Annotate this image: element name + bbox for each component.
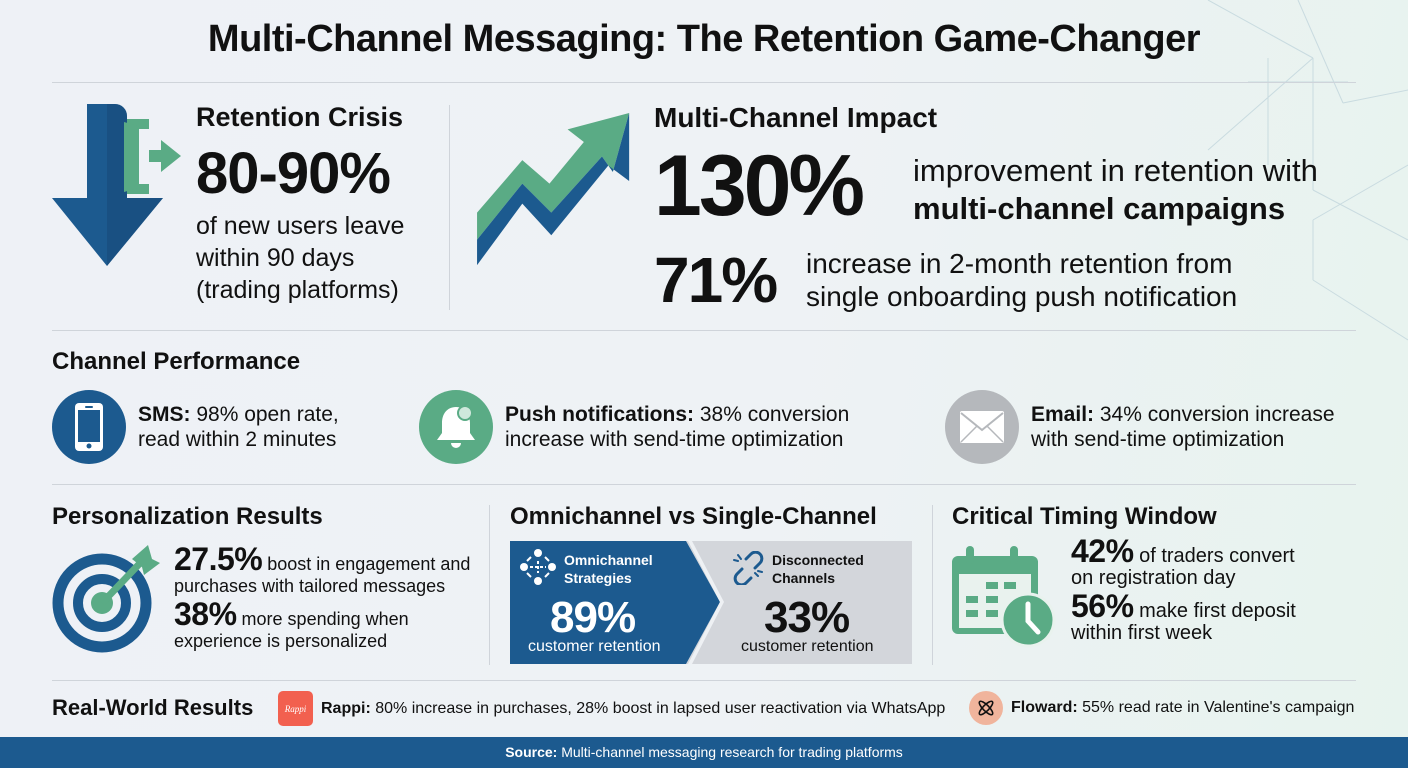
single-channel-value: 33% (764, 593, 850, 642)
channel-sms-text: SMS: 98% open rate, read within 2 minute… (138, 402, 339, 452)
stat-text: of traders convert (1133, 545, 1295, 567)
channel-label: Push notifications: (505, 403, 694, 426)
network-nodes-icon (520, 549, 556, 585)
smartphone-icon (52, 390, 126, 464)
result-text: 55% read rate in Valentine's campaign (1077, 699, 1355, 716)
omni-comparison-panel: Omnichannel Strategies 89% customer rete… (510, 541, 912, 664)
multi-channel-impact-title: Multi-Channel Impact (654, 102, 938, 133)
source-footer: Source: Multi-channel messaging research… (0, 737, 1408, 768)
channel-label: SMS: (138, 403, 191, 426)
timing-stats: 42% of traders convert on registration d… (1071, 535, 1296, 644)
stat-text: boost in engagement and (262, 554, 471, 574)
trending-up-arrow-icon (477, 113, 630, 266)
personalization-title: Personalization Results (52, 503, 323, 530)
channel-push: Push notifications: 38% conversion incre… (419, 390, 849, 464)
stat-text: more spending when (236, 609, 409, 629)
real-world-title: Real-World Results (52, 695, 254, 720)
target-icon (52, 545, 160, 653)
floward-result: Floward: 55% read rate in Valentine's ca… (969, 691, 1354, 725)
stat-text: purchases with tailored messages (174, 576, 446, 596)
brand-name: Floward: (1011, 699, 1078, 716)
stat-text: within first week (1071, 622, 1213, 644)
channel-stat: with send-time optimization (1031, 428, 1285, 451)
channel-email-text: Email: 34% conversion increase with send… (1031, 402, 1335, 452)
channel-stat: 34% conversion increase (1094, 403, 1335, 426)
omnichannel-value: 89% (550, 593, 636, 642)
footer-text: Multi-channel messaging research for tra… (557, 744, 903, 760)
calendar-clock-icon (952, 546, 1056, 648)
stat-value: 27.5% (174, 541, 263, 577)
impact-stat-value-1: 130% (654, 138, 865, 234)
retention-crisis-value: 80-90% (196, 141, 391, 206)
impact-stat-line: single onboarding push notification (806, 281, 1238, 312)
channel-performance-title: Channel Performance (52, 348, 301, 375)
floward-logo (969, 691, 1003, 725)
stat-text: make first deposit (1133, 600, 1296, 622)
channel-email: Email: 34% conversion increase with send… (945, 390, 1335, 464)
stat-value: 56% (1071, 588, 1134, 624)
omnichannel-label: Omnichannel Strategies (564, 551, 653, 587)
retention-crisis-description: of new users leave within 90 days (tradi… (196, 212, 405, 304)
single-channel-label: Disconnected Channels (772, 551, 864, 587)
omni-vs-single-title: Omnichannel vs Single-Channel (510, 503, 877, 530)
brand-name: Rappi: (321, 699, 371, 717)
impact-stat-description-1: improvement in retention with multi-chan… (913, 152, 1318, 228)
divider (52, 680, 1356, 681)
impact-stat-line-bold: multi-channel campaigns (913, 191, 1286, 226)
rappi-logo: Rappi (278, 691, 313, 726)
result-text: 80% increase in purchases, 28% boost in … (370, 699, 946, 717)
personalization-stats: 27.5% boost in engagement and purchases … (174, 543, 471, 652)
impact-stat-line: improvement in retention with (913, 153, 1318, 188)
retention-crisis-title: Retention Crisis (196, 102, 404, 132)
divider (489, 505, 490, 665)
divider (52, 330, 1356, 331)
stat-value: 42% (1071, 533, 1134, 569)
stat-value: 38% (174, 596, 237, 632)
divider (52, 484, 1356, 485)
omnichannel-panel (510, 541, 720, 664)
channel-label: Email: (1031, 403, 1095, 426)
broken-link-icon (733, 551, 764, 585)
stat-text: experience is personalized (174, 631, 388, 651)
footer-label: Source: (505, 744, 558, 760)
down-arrow-exit-icon (52, 104, 181, 266)
stat-text: on registration day (1071, 567, 1236, 589)
impact-stat-line: increase in 2-month retention from (806, 248, 1233, 279)
divider (52, 82, 1356, 83)
omnichannel-sub: customer retention (528, 638, 661, 655)
label-line: Channels (772, 570, 836, 586)
rappi-result: Rappi Rappi: 80% increase in purchases, … (278, 691, 945, 726)
channel-stat: 38% conversion (694, 403, 850, 426)
impact-stat-value-2: 71% (654, 244, 778, 316)
channel-sms: SMS: 98% open rate, read within 2 minute… (52, 390, 339, 464)
divider (449, 105, 450, 310)
divider (932, 505, 933, 665)
envelope-icon (945, 390, 1019, 464)
bell-icon (419, 390, 493, 464)
label-line: Strategies (564, 570, 632, 586)
single-channel-sub: customer retention (741, 638, 874, 655)
impact-stat-description-2: increase in 2-month retention from singl… (806, 247, 1237, 313)
channel-stat: read within 2 minutes (138, 428, 337, 451)
page-title: Multi-Channel Messaging: The Retention G… (207, 18, 1201, 60)
label-line: Disconnected (772, 552, 864, 568)
channel-stat: 98% open rate, (190, 403, 339, 426)
channel-push-text: Push notifications: 38% conversion incre… (505, 402, 849, 452)
label-line: Omnichannel (564, 552, 653, 568)
timing-title: Critical Timing Window (952, 503, 1217, 530)
channel-stat: increase with send-time optimization (505, 428, 844, 451)
